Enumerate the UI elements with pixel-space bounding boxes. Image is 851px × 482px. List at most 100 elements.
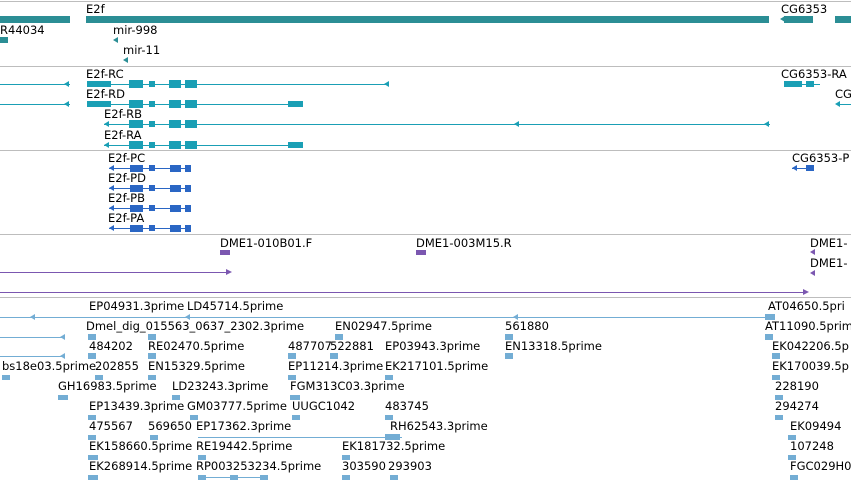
clone-label[interactable]: DME1-003M15.R bbox=[416, 236, 512, 250]
clone-feature[interactable] bbox=[416, 250, 426, 255]
est-label[interactable]: 561880 bbox=[505, 319, 549, 333]
est-feature[interactable] bbox=[342, 475, 350, 480]
clone-label[interactable]: DME1- bbox=[810, 256, 848, 270]
gene-label[interactable]: CR44034 bbox=[0, 23, 45, 37]
est-label[interactable]: bs18e03.5prime bbox=[2, 359, 97, 373]
est-label[interactable]: EN13318.5prime bbox=[505, 339, 602, 353]
est-label[interactable]: 569650 bbox=[148, 419, 192, 433]
est-feature[interactable] bbox=[385, 434, 400, 440]
est-label[interactable]: 228190 bbox=[775, 379, 819, 393]
mir-998-icon[interactable] bbox=[113, 37, 118, 43]
est-label[interactable]: 487707 bbox=[288, 339, 332, 353]
est-label[interactable]: AT11090.5prim bbox=[765, 319, 851, 333]
gene-label[interactable]: mir-11 bbox=[123, 43, 161, 57]
est-label[interactable]: 475567 bbox=[89, 419, 133, 433]
est-feature[interactable] bbox=[88, 415, 96, 420]
est-feature[interactable] bbox=[390, 475, 398, 480]
est-label[interactable]: LD45714.5prime bbox=[187, 299, 284, 313]
est-feature[interactable] bbox=[288, 375, 296, 380]
est-label[interactable]: EP17362.3prime bbox=[196, 419, 292, 433]
est-feature[interactable] bbox=[775, 395, 783, 400]
est-feature[interactable] bbox=[260, 475, 268, 480]
est-label[interactable]: EK09494 bbox=[790, 419, 842, 433]
est-feature[interactable] bbox=[335, 334, 343, 340]
est-label[interactable]: LD23243.3prime bbox=[172, 379, 269, 393]
est-feature[interactable] bbox=[150, 435, 158, 440]
est-feature[interactable] bbox=[2, 375, 10, 380]
est-label[interactable]: EP11214.3prime bbox=[288, 359, 384, 373]
est-feature[interactable] bbox=[342, 455, 350, 460]
est-feature[interactable] bbox=[505, 334, 513, 340]
gene-CR44034-bar[interactable] bbox=[0, 16, 70, 23]
est-label[interactable]: GM03777.5prime bbox=[187, 399, 287, 413]
est-label[interactable]: EK042206.5p bbox=[772, 339, 849, 353]
gene-E2f-bar[interactable] bbox=[86, 16, 769, 23]
gene-bar[interactable] bbox=[835, 16, 851, 23]
gene-label[interactable]: E2f bbox=[86, 2, 105, 16]
est-feature[interactable] bbox=[385, 375, 393, 380]
est-feature[interactable] bbox=[198, 455, 206, 460]
est-label[interactable]: FGC029H0 bbox=[790, 459, 851, 473]
est-feature[interactable] bbox=[775, 415, 783, 420]
est-label[interactable]: 483745 bbox=[385, 399, 429, 413]
est-feature[interactable] bbox=[765, 334, 773, 340]
est-label[interactable]: EK181732.5prime bbox=[342, 439, 446, 453]
est-feature[interactable] bbox=[330, 353, 338, 359]
clone-label[interactable]: DME1-010B01.F bbox=[220, 236, 313, 250]
est-feature[interactable] bbox=[88, 435, 96, 440]
mir-11-icon[interactable] bbox=[123, 57, 128, 63]
est-label[interactable]: RE19442.5prime bbox=[196, 439, 293, 453]
transcript-label[interactable]: E2f-RC bbox=[86, 67, 124, 81]
est-feature[interactable] bbox=[58, 395, 68, 400]
est-feature[interactable] bbox=[385, 415, 393, 420]
est-label[interactable]: EP13439.3prime bbox=[89, 399, 185, 413]
est-feature[interactable] bbox=[505, 353, 513, 359]
gene-label[interactable]: CG6353 bbox=[781, 2, 828, 16]
cds-label[interactable]: E2f-PD bbox=[108, 171, 146, 185]
est-label[interactable]: 294274 bbox=[775, 399, 819, 413]
transcript-label[interactable]: E2f-RB bbox=[104, 107, 143, 121]
est-feature[interactable] bbox=[148, 375, 156, 380]
est-label[interactable]: 107248 bbox=[790, 439, 834, 453]
transcript-label[interactable]: CG bbox=[835, 87, 851, 101]
est-label[interactable]: UUGC1042 bbox=[292, 399, 356, 413]
est-feature[interactable] bbox=[790, 475, 798, 480]
est-feature[interactable] bbox=[148, 353, 156, 359]
est-label[interactable]: RH62543.3prime bbox=[390, 419, 488, 433]
est-label[interactable]: EK217101.5prime bbox=[385, 359, 489, 373]
est-feature[interactable] bbox=[190, 415, 198, 420]
est-feature[interactable] bbox=[788, 455, 796, 460]
est-label[interactable]: FGM313C03.3prime bbox=[290, 379, 405, 393]
est-feature[interactable] bbox=[88, 455, 98, 460]
est-label[interactable]: 484202 bbox=[89, 339, 133, 353]
est-feature[interactable] bbox=[88, 475, 98, 480]
est-label[interactable]: AT04650.5pri bbox=[768, 299, 845, 313]
clone-feature[interactable] bbox=[810, 249, 815, 255]
gene-CG6353-bar[interactable] bbox=[784, 16, 813, 23]
est-feature[interactable] bbox=[765, 314, 775, 320]
est-label[interactable]: RP003253234.5prime bbox=[196, 459, 322, 473]
est-feature[interactable] bbox=[198, 475, 206, 480]
est-feature[interactable] bbox=[288, 353, 296, 359]
est-label[interactable]: EK158660.5prime bbox=[89, 439, 193, 453]
est-feature[interactable] bbox=[292, 415, 300, 420]
est-feature[interactable] bbox=[88, 353, 96, 359]
est-feature[interactable] bbox=[772, 375, 780, 380]
est-label[interactable]: EK170039.5p bbox=[772, 359, 849, 373]
cds-label[interactable]: E2f-PA bbox=[108, 211, 145, 225]
est-label[interactable]: EN02947.5prime bbox=[335, 319, 432, 333]
gene-bar[interactable] bbox=[0, 37, 8, 43]
transcript-label[interactable]: CG6353-RA bbox=[781, 67, 847, 81]
est-feature[interactable] bbox=[88, 334, 96, 340]
est-feature[interactable] bbox=[772, 353, 780, 359]
est-label[interactable]: GH16983.5prime bbox=[58, 379, 157, 393]
est-feature[interactable] bbox=[230, 475, 238, 480]
clone-label[interactable]: DME1- bbox=[810, 236, 848, 250]
cds-label[interactable]: CG6353-P bbox=[792, 151, 850, 165]
est-feature[interactable] bbox=[788, 435, 796, 440]
est-label[interactable]: EP04931.3prime bbox=[89, 299, 185, 313]
est-label[interactable]: Dmel_dig_015563_0637_2302.3prime bbox=[86, 319, 305, 333]
est-label[interactable]: RE02470.5prime bbox=[148, 339, 245, 353]
transcript-label[interactable]: E2f-RD bbox=[86, 87, 125, 101]
clone-feature[interactable] bbox=[810, 270, 815, 276]
